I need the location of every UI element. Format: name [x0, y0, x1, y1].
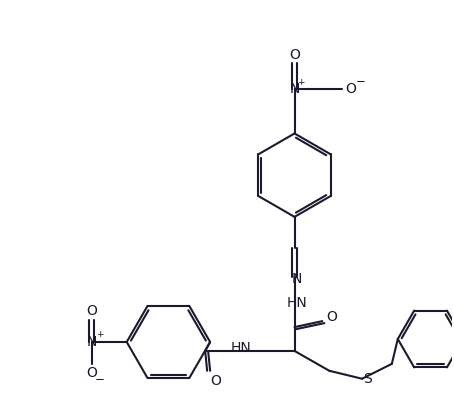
Text: N: N — [289, 82, 300, 96]
Text: O: O — [87, 366, 98, 380]
Text: −: − — [356, 75, 366, 88]
Text: N: N — [87, 335, 97, 349]
Text: O: O — [326, 310, 337, 324]
Text: −: − — [95, 373, 105, 386]
Text: HN: HN — [231, 341, 251, 355]
Text: O: O — [87, 304, 98, 318]
Text: O: O — [345, 82, 356, 96]
Text: HN: HN — [286, 296, 307, 310]
Text: O: O — [211, 374, 222, 388]
Text: O: O — [289, 48, 300, 62]
Text: S: S — [363, 372, 371, 386]
Text: N: N — [291, 272, 302, 286]
Text: +: + — [297, 78, 304, 87]
Text: +: + — [96, 330, 104, 339]
